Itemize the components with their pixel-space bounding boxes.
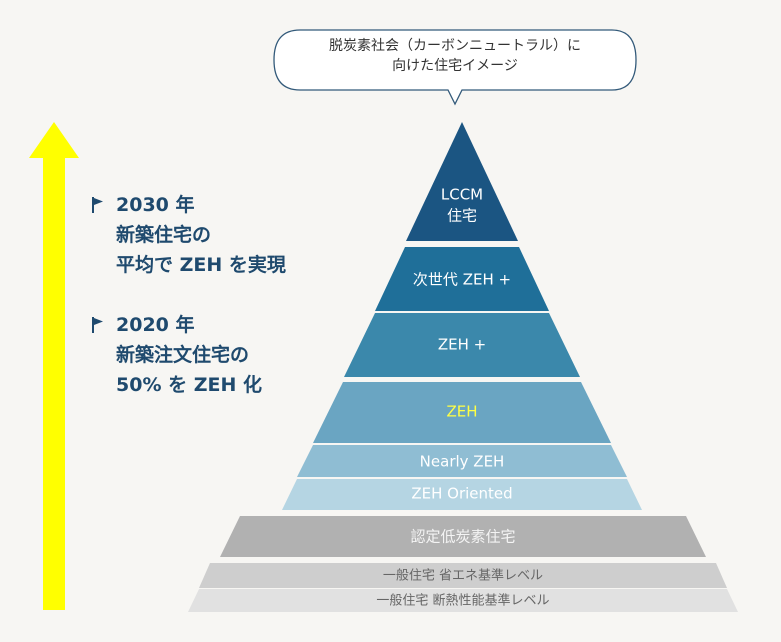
- tier-general-insulation: [188, 589, 738, 612]
- tier-zeh-plus-label: ZEH +: [438, 336, 486, 354]
- tier-zeh-plus: [344, 313, 580, 377]
- tier-lccm-label-2: 住宅: [447, 207, 477, 225]
- bubble-caption-line-1: 脱炭素社会（カーボンニュートラル）に: [329, 38, 581, 54]
- tier-zeh-label: ZEH: [446, 403, 477, 421]
- tier-certified-low-carbon: [220, 516, 706, 557]
- tier-general-energy-label: 一般住宅 省エネ基準レベル: [383, 568, 543, 584]
- tier-next-gen-zeh-plus: [375, 247, 549, 311]
- tier-nearly-zeh: [297, 445, 627, 477]
- flag-icon: [92, 317, 103, 333]
- flag-icon: [92, 197, 103, 213]
- tier-next-gen-zeh-plus-label: 次世代 ZEH +: [413, 271, 511, 289]
- tier-general-energy: [199, 563, 727, 588]
- tier-zeh-oriented: [282, 479, 642, 510]
- bubble-caption: 脱炭素社会（カーボンニュートラル）に 向けた住宅イメージ: [274, 36, 636, 76]
- bubble-caption-line-2: 向けた住宅イメージ: [392, 58, 518, 74]
- tier-general-insulation-label: 一般住宅 断熱性能基準レベル: [376, 593, 549, 609]
- tier-zeh: [313, 382, 611, 443]
- milestone-2020: 2020 年 新築注文住宅の 50% を ZEH 化: [92, 310, 262, 400]
- tier-certified-low-carbon-label: 認定低炭素住宅: [410, 528, 515, 546]
- milestone-2020-line-3: 50% を ZEH 化: [116, 374, 262, 396]
- milestone-2030-line-3: 平均で ZEH を実現: [116, 254, 286, 276]
- speech-bubble: [273, 29, 637, 106]
- tier-lccm: [406, 122, 518, 241]
- tier-zeh-oriented-label: ZEH Oriented: [411, 485, 512, 503]
- milestone-2020-line-2: 新築注文住宅の: [116, 344, 250, 366]
- tier-nearly-zeh-label: Nearly ZEH: [420, 453, 505, 471]
- milestone-2030-line-2: 新築住宅の: [116, 224, 212, 246]
- milestone-2030: 2030 年 新築住宅の 平均で ZEH を実現: [92, 190, 286, 280]
- milestone-2020-year: 2020 年: [116, 314, 195, 336]
- upward-arrow: [29, 122, 79, 610]
- milestone-2030-year: 2030 年: [116, 194, 195, 216]
- tier-lccm-label: LCCM: [441, 186, 483, 204]
